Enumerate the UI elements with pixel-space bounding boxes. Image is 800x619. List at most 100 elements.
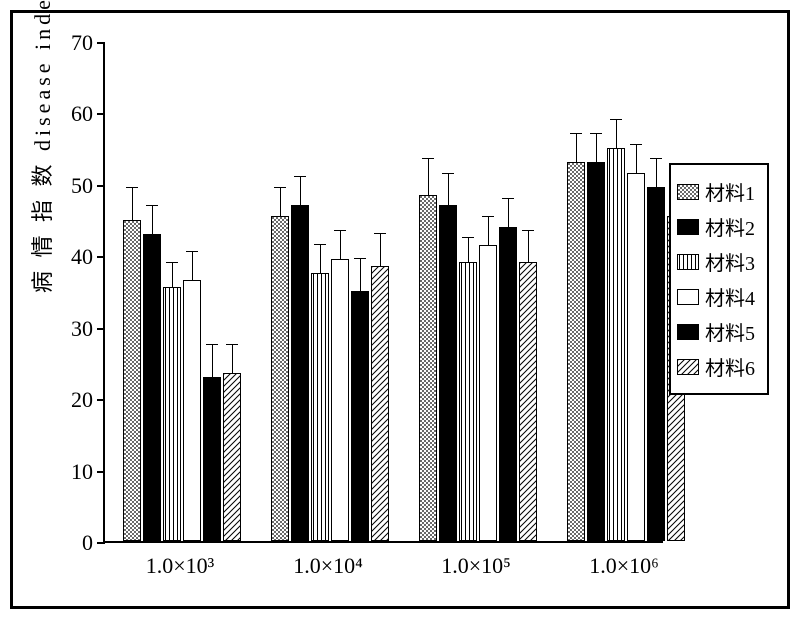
error-bar bbox=[508, 198, 509, 227]
error-bar bbox=[360, 259, 361, 291]
error-bar bbox=[636, 145, 637, 174]
bar bbox=[271, 216, 289, 541]
error-cap bbox=[226, 344, 238, 345]
legend-label: 材料3 bbox=[705, 247, 755, 276]
legend-swatch bbox=[677, 219, 699, 235]
error-cap bbox=[610, 119, 622, 120]
error-cap bbox=[186, 251, 198, 252]
error-bar bbox=[212, 345, 213, 377]
y-tick bbox=[97, 471, 105, 473]
legend-item: 材料5 bbox=[677, 317, 761, 346]
error-bar bbox=[488, 216, 489, 245]
legend-swatch bbox=[677, 289, 699, 305]
bar bbox=[223, 373, 241, 541]
legend-item: 材料2 bbox=[677, 212, 761, 241]
bar bbox=[459, 262, 477, 541]
error-bar bbox=[380, 234, 381, 266]
bar bbox=[479, 245, 497, 541]
error-cap bbox=[274, 187, 286, 188]
error-bar bbox=[576, 134, 577, 163]
bar bbox=[499, 227, 517, 541]
error-bar bbox=[280, 187, 281, 216]
error-bar bbox=[320, 245, 321, 274]
legend-label: 材料4 bbox=[705, 282, 755, 311]
bar bbox=[419, 195, 437, 541]
error-bar bbox=[340, 230, 341, 259]
legend-swatch bbox=[677, 184, 699, 200]
y-tick-label: 0 bbox=[53, 530, 93, 556]
legend-label: 材料6 bbox=[705, 352, 755, 381]
bar bbox=[203, 377, 221, 541]
error-cap bbox=[522, 230, 534, 231]
error-bar bbox=[132, 187, 133, 219]
y-tick bbox=[97, 256, 105, 258]
error-cap bbox=[126, 187, 138, 188]
bar bbox=[143, 234, 161, 541]
error-cap bbox=[502, 198, 514, 199]
error-cap bbox=[206, 344, 218, 345]
bar bbox=[519, 262, 537, 541]
x-group-label: 1.0×10³ bbox=[146, 553, 215, 579]
error-cap bbox=[590, 133, 602, 134]
bar bbox=[183, 280, 201, 541]
error-bar bbox=[232, 345, 233, 374]
error-bar bbox=[172, 262, 173, 287]
error-bar bbox=[596, 134, 597, 163]
bar bbox=[607, 148, 625, 541]
bar bbox=[439, 205, 457, 541]
bar bbox=[627, 173, 645, 541]
error-cap bbox=[570, 133, 582, 134]
error-cap bbox=[650, 158, 662, 159]
bar bbox=[331, 259, 349, 541]
y-tick-label: 70 bbox=[53, 30, 93, 56]
error-bar bbox=[300, 177, 301, 206]
bar bbox=[311, 273, 329, 541]
y-tick-label: 20 bbox=[53, 387, 93, 413]
chart-frame: 病 情 指 数 disease index 材料1材料2材料3材料4材料5材料6… bbox=[10, 10, 790, 609]
error-bar bbox=[448, 173, 449, 205]
bar bbox=[351, 291, 369, 541]
error-bar bbox=[656, 159, 657, 188]
legend-item: 材料1 bbox=[677, 177, 761, 206]
error-cap bbox=[374, 233, 386, 234]
legend-label: 材料5 bbox=[705, 317, 755, 346]
bar bbox=[371, 266, 389, 541]
error-cap bbox=[166, 262, 178, 263]
bar bbox=[291, 205, 309, 541]
y-tick bbox=[97, 185, 105, 187]
error-cap bbox=[482, 216, 494, 217]
legend-swatch bbox=[677, 254, 699, 270]
y-tick bbox=[97, 328, 105, 330]
bar bbox=[647, 187, 665, 541]
bar bbox=[567, 162, 585, 541]
error-cap bbox=[462, 237, 474, 238]
legend-label: 材料1 bbox=[705, 177, 755, 206]
legend-item: 材料3 bbox=[677, 247, 761, 276]
legend-label: 材料2 bbox=[705, 212, 755, 241]
error-bar bbox=[192, 252, 193, 281]
y-tick-label: 30 bbox=[53, 316, 93, 342]
plot-area bbox=[103, 43, 663, 543]
error-bar bbox=[468, 237, 469, 262]
error-bar bbox=[616, 120, 617, 149]
bar bbox=[587, 162, 605, 541]
y-tick bbox=[97, 113, 105, 115]
error-bar bbox=[428, 159, 429, 195]
x-group-label: 1.0×10⁵ bbox=[441, 553, 511, 579]
error-cap bbox=[630, 144, 642, 145]
error-cap bbox=[314, 244, 326, 245]
bar bbox=[123, 220, 141, 541]
error-cap bbox=[442, 173, 454, 174]
error-cap bbox=[334, 230, 346, 231]
error-cap bbox=[422, 158, 434, 159]
y-tick-label: 60 bbox=[53, 101, 93, 127]
y-tick bbox=[97, 399, 105, 401]
y-tick-label: 10 bbox=[53, 459, 93, 485]
bar bbox=[163, 287, 181, 541]
error-cap bbox=[146, 205, 158, 206]
y-tick-label: 50 bbox=[53, 173, 93, 199]
y-tick bbox=[97, 542, 105, 544]
legend-item: 材料6 bbox=[677, 352, 761, 381]
error-cap bbox=[294, 176, 306, 177]
legend-item: 材料4 bbox=[677, 282, 761, 311]
